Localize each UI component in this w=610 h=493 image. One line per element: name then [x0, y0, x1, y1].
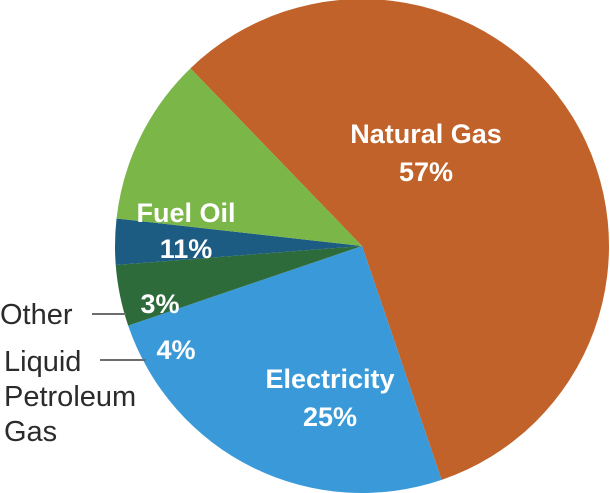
pie-slice-fuel-oil	[116, 68, 362, 246]
slice-label-lpg-value: 4%	[156, 335, 195, 365]
pie-slice-liquid-petroleum-gas	[115, 246, 362, 326]
slice-label-other-value: 3%	[140, 289, 179, 319]
slice-label-electricity-value: 25%	[303, 402, 357, 432]
pie-slice-natural-gas	[190, 0, 609, 480]
slice-label-fuel-oil-value: 11%	[160, 234, 213, 264]
slice-label-electricity-name: Electricity	[265, 364, 394, 394]
external-label-lpg-line3: Gas	[4, 416, 57, 448]
pie-slice-other	[115, 218, 363, 265]
slice-label-natural-gas-name: Natural Gas	[350, 119, 502, 149]
slice-label-fuel-oil-name: Fuel Oil	[136, 198, 235, 228]
external-label-lpg-line1: Liquid	[4, 346, 81, 378]
external-label-lpg-line2: Petroleum	[4, 381, 136, 413]
slice-label-natural-gas-value: 57%	[399, 157, 453, 187]
pie-slice-electricity	[128, 246, 442, 493]
external-label-other: Other	[0, 299, 73, 331]
pie-slices	[115, 0, 609, 493]
